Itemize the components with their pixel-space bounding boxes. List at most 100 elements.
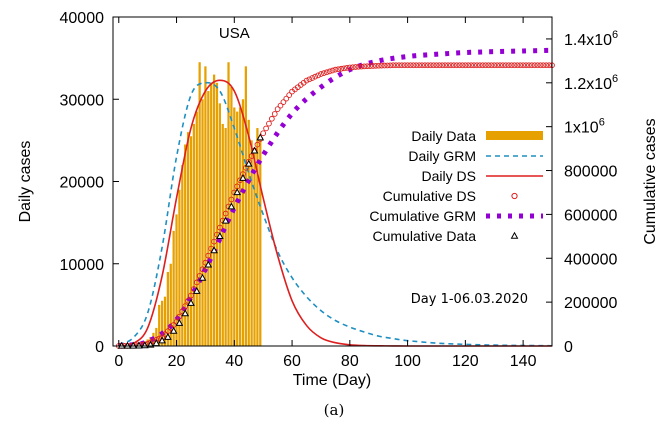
cumulative-data-point <box>175 318 184 326</box>
daily-data-bar <box>236 111 239 347</box>
cumulative-ds-point <box>277 102 284 109</box>
y-tick-label: 40000 <box>60 10 105 27</box>
cumulative-ds-point <box>534 62 541 69</box>
date-annotation: Day 1-06.03.2020 <box>411 292 528 307</box>
daily-data-bar <box>230 86 233 346</box>
daily-data-bar <box>210 82 213 347</box>
cumulative-ds-point <box>526 62 532 69</box>
cumulative-ds-point <box>352 64 359 70</box>
cumulative-data-point <box>187 299 195 306</box>
y2-tick-label: 200000 <box>564 295 617 312</box>
x-tick-label: 0 <box>114 353 123 370</box>
x-tick-label: 140 <box>510 353 537 370</box>
cumulative-ds-point <box>268 115 275 122</box>
daily-data-bar <box>244 66 247 346</box>
cumulative-ds-point <box>312 73 319 80</box>
cumulative-data-point <box>117 341 126 349</box>
daily-data-bar <box>250 140 253 346</box>
legend-swatch-daily-data <box>486 131 543 140</box>
cumulative-ds-point <box>456 62 463 69</box>
cumulative-ds-point <box>485 62 492 69</box>
chart-title: USA <box>219 25 250 42</box>
cumulative-ds-point <box>318 71 324 77</box>
cumulative-ds-point <box>497 62 503 69</box>
cumulative-data-point <box>250 146 259 154</box>
cumulative-ds-point <box>459 62 466 69</box>
cumulative-ds-point <box>427 62 434 69</box>
cumulative-ds-point <box>182 303 189 309</box>
daily-data-bar <box>160 300 164 346</box>
legend-label-cumulative-grm: Cumulative GRM <box>369 208 476 224</box>
cumulative-ds-point <box>349 64 356 71</box>
cumulative-ds-point <box>390 62 397 69</box>
cumulative-ds-point <box>205 252 212 259</box>
cumulative-ds-point <box>407 62 414 69</box>
daily-data-bar <box>178 189 181 346</box>
cumulative-ds-point <box>306 76 313 83</box>
cumulative-ds-point <box>222 210 229 217</box>
daily-data-bar <box>259 140 262 346</box>
daily-data-bar <box>198 62 201 347</box>
cumulative-ds-point <box>442 62 448 69</box>
cumulative-ds-point <box>401 62 408 69</box>
cumulative-ds-point <box>266 120 272 127</box>
figure-caption: (a) <box>324 401 345 419</box>
legend-swatch-cumulative-data <box>510 231 519 239</box>
cumulative-data-point <box>239 173 247 181</box>
daily-data-bar <box>195 111 198 347</box>
cumulative-ds-point <box>448 62 454 69</box>
cumulative-data-point <box>227 202 236 210</box>
cumulative-ds-point <box>280 99 287 105</box>
cumulative-ds-point <box>531 62 538 69</box>
cumulative-data-point <box>181 309 190 317</box>
cumulative-data-point <box>256 133 265 141</box>
cumulative-ds-point <box>361 63 368 70</box>
cumulative-ds-point <box>341 65 347 72</box>
cumulative-ds-point <box>329 67 336 74</box>
cumulative-ds-point <box>520 62 526 69</box>
cumulative-ds-point <box>419 62 425 69</box>
daily-data-bar <box>212 74 216 346</box>
x-tick-label: 60 <box>283 353 301 370</box>
legend-label-daily-ds: Daily DS <box>422 168 476 184</box>
y-tick-label: 30000 <box>60 92 105 109</box>
cumulative-ds-point <box>422 62 428 69</box>
daily-data-bar <box>256 128 259 346</box>
y-tick-label: 20000 <box>60 175 105 192</box>
cumulative-data-point <box>210 246 218 254</box>
cumulative-ds-point <box>283 95 290 102</box>
daily-data-bar <box>158 304 161 346</box>
cumulative-ds-point <box>474 62 480 69</box>
cumulative-ds-point <box>332 66 339 73</box>
y2-tick-label: 800000 <box>564 164 617 181</box>
cumulative-data-point <box>135 341 143 349</box>
cumulative-ds-point <box>260 130 267 137</box>
legend: Daily Data Daily GRM Daily DS Cumulative… <box>369 128 543 244</box>
daily-data-bar <box>224 128 227 346</box>
daily-data-bar <box>247 119 250 346</box>
cumulative-ds-point <box>479 62 486 69</box>
cumulative-ds-point <box>211 238 217 245</box>
daily-data-bar <box>221 123 224 346</box>
cumulative-ds-point <box>424 62 431 69</box>
x-tick-label: 20 <box>168 353 186 370</box>
cumulative-ds-point <box>439 62 446 69</box>
daily-data-bar <box>204 66 207 346</box>
cumulative-ds-point <box>465 62 472 69</box>
cumulative-ds-point <box>537 62 544 69</box>
daily-data-bar <box>181 165 184 346</box>
cumulative-ds-point <box>335 66 342 73</box>
daily-data-bar <box>218 103 221 346</box>
cumulative-ds-point <box>436 62 443 69</box>
cumulative-ds-point <box>274 106 281 112</box>
daily-data-bar <box>169 263 172 346</box>
cumulative-ds-point <box>387 62 394 69</box>
cumulative-ds-point <box>364 63 371 70</box>
cumulative-ds-point <box>430 62 437 69</box>
x-tick-label: 120 <box>452 353 479 370</box>
cumulative-ds-point <box>543 62 550 69</box>
y2-tick-label: 1.2x106 <box>564 73 618 93</box>
cumulative-ds-point <box>372 62 379 69</box>
cumulative-ds-point <box>367 63 373 69</box>
